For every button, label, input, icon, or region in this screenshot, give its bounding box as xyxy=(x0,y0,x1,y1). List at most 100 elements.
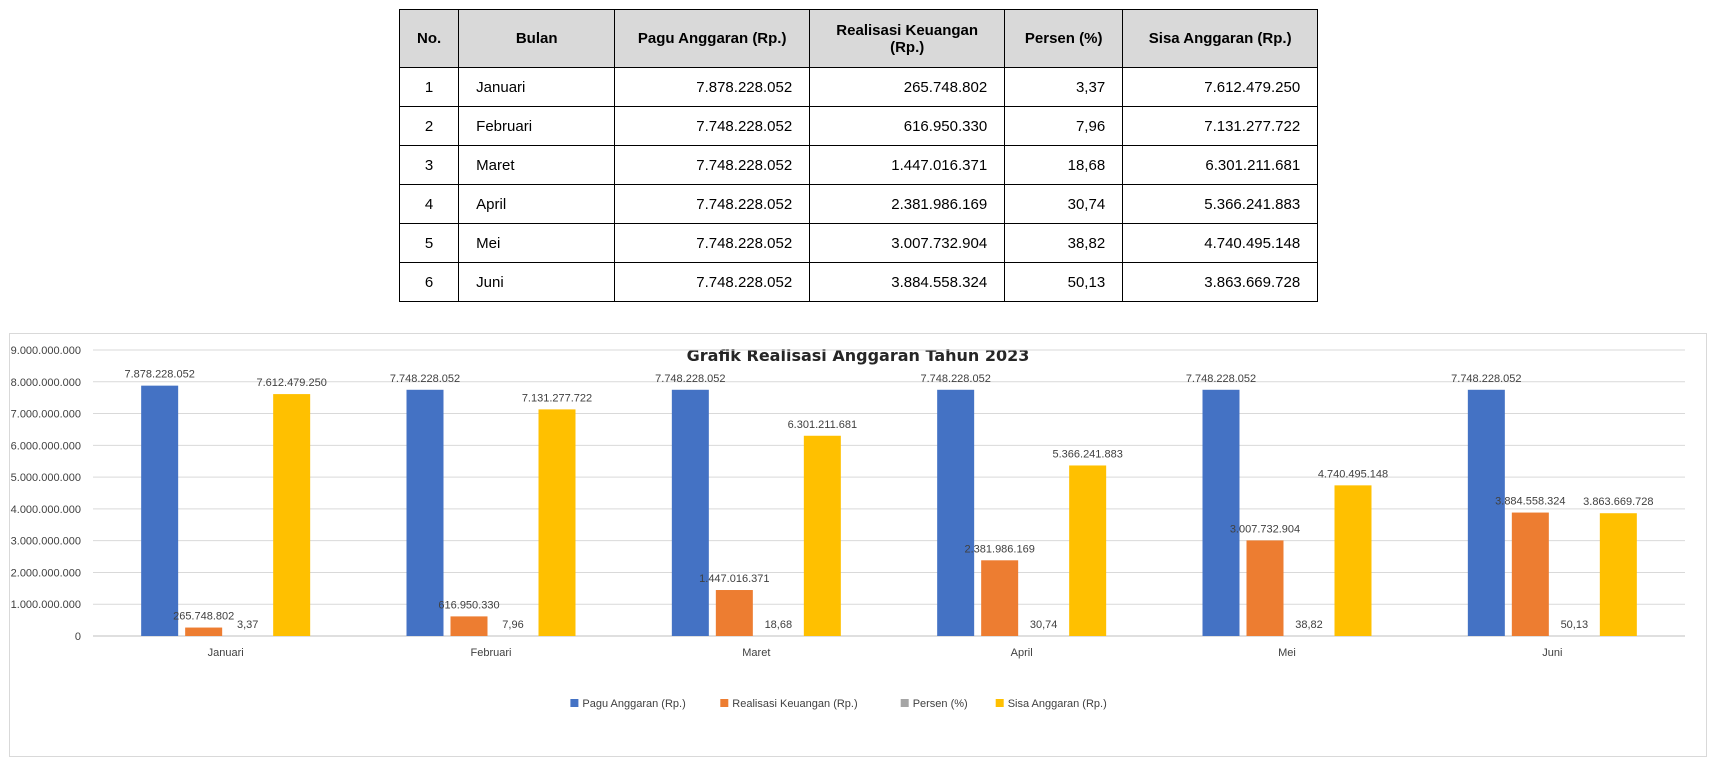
data-label: 2.381.986.169 xyxy=(964,543,1034,555)
bar xyxy=(273,394,311,636)
y-axis-ticks: 0 1.000.000.000 2.000.000.000 3.000.000.000… xyxy=(11,345,81,643)
cell-sisa: 3.863.669.728 xyxy=(1122,262,1319,302)
legend: Pagu Anggaran (Rp.) Realisasi Keuangan (R… xyxy=(570,698,1107,710)
cell-pagu: 7.748.228.052 xyxy=(614,145,811,185)
bar xyxy=(803,435,841,636)
cell-bulan: Mei xyxy=(458,223,616,263)
data-label: 7.748.228.052 xyxy=(920,373,990,385)
cell-bulan: Januari xyxy=(458,67,616,107)
data-label: 616.950.330 xyxy=(438,599,499,611)
y-tick-label: 6.000.000.000 xyxy=(11,440,81,452)
cell-sisa: 5.366.241.883 xyxy=(1122,184,1319,224)
cell-bulan: Maret xyxy=(458,145,616,185)
cell-persen: 38,82 xyxy=(1004,223,1124,263)
cell-bulan: Februari xyxy=(458,106,616,146)
data-label: 50,13 xyxy=(1561,619,1589,631)
cell-bulan: April xyxy=(458,184,616,224)
data-label: 7.748.228.052 xyxy=(655,373,725,385)
column-header-no: No. xyxy=(398,9,460,68)
column-header-realisasi: Realisasi Keuangan (Rp.) xyxy=(809,9,1006,68)
cell-sisa: 7.612.479.250 xyxy=(1122,67,1319,107)
cell-no: 3 xyxy=(398,145,460,185)
data-label: 3,37 xyxy=(237,619,258,631)
bar xyxy=(1246,540,1284,636)
x-tick-label: Februari xyxy=(471,647,512,659)
chart-frame xyxy=(9,333,1707,757)
cell-persen: 7,96 xyxy=(1004,106,1124,146)
data-label: 7,96 xyxy=(502,619,523,631)
data-label: 38,82 xyxy=(1295,619,1323,631)
bar xyxy=(1069,465,1107,636)
bar xyxy=(406,389,444,636)
data-label: 7.748.228.052 xyxy=(1186,373,1256,385)
y-tick-label: 9.000.000.000 xyxy=(11,345,81,357)
x-tick-label: Mei xyxy=(1278,647,1296,659)
data-label: 265.748.802 xyxy=(173,611,234,623)
x-tick-label: Juni xyxy=(1542,647,1562,659)
table-row: 2 Februari 7.748.228.052 616.950.330 7,9… xyxy=(398,106,1319,146)
cell-pagu: 7.748.228.052 xyxy=(614,223,811,263)
legend-label: Persen (%) xyxy=(913,698,968,710)
cell-no: 5 xyxy=(398,223,460,263)
data-label: 3.884.558.324 xyxy=(1495,496,1565,508)
y-tick-label: 4.000.000.000 xyxy=(11,504,81,516)
cell-persen: 50,13 xyxy=(1004,262,1124,302)
y-tick-label: 7.000.000.000 xyxy=(11,409,81,421)
cell-sisa: 4.740.495.148 xyxy=(1122,223,1319,263)
gridlines xyxy=(93,349,1685,637)
data-label: 6.301.211.681 xyxy=(788,419,858,431)
cell-realisasi: 3.884.558.324 xyxy=(809,262,1006,302)
table-row: 5 Mei 7.748.228.052 3.007.732.904 38,82 … xyxy=(398,223,1319,263)
x-tick-label: Januari xyxy=(208,647,244,659)
cell-realisasi: 3.007.732.904 xyxy=(809,223,1006,263)
cell-bulan: Juni xyxy=(458,262,616,302)
data-label: 7.131.277.722 xyxy=(522,392,592,404)
column-header-sisa: Sisa Anggaran (Rp.) xyxy=(1122,9,1319,68)
y-tick-label: 5.000.000.000 xyxy=(11,472,81,484)
data-label: 3.007.732.904 xyxy=(1230,523,1300,535)
cell-sisa: 6.301.211.681 xyxy=(1122,145,1319,185)
legend-swatch xyxy=(720,699,729,707)
bars xyxy=(141,385,1637,636)
data-label: 7.748.228.052 xyxy=(390,373,460,385)
legend-label: Realisasi Keuangan (Rp.) xyxy=(732,698,857,710)
data-label: 5.366.241.883 xyxy=(1052,448,1122,460)
cell-realisasi: 265.748.802 xyxy=(809,67,1006,107)
y-tick-label: 1.000.000.000 xyxy=(11,599,81,611)
column-header-pagu: Pagu Anggaran (Rp.) xyxy=(614,9,811,68)
table-row: 6 Juni 7.748.228.052 3.884.558.324 50,13… xyxy=(398,262,1319,302)
x-tick-label: April xyxy=(1011,647,1033,659)
bar xyxy=(538,409,576,636)
legend-swatch xyxy=(900,699,909,707)
cell-realisasi: 616.950.330 xyxy=(809,106,1006,146)
legend-label: Sisa Anggaran (Rp.) xyxy=(1008,698,1107,710)
legend-swatch xyxy=(570,699,579,707)
data-label: 1.447.016.371 xyxy=(699,573,769,585)
data-label: 7.748.228.052 xyxy=(1451,373,1521,385)
cell-persen: 18,68 xyxy=(1004,145,1124,185)
bar xyxy=(671,389,709,636)
column-header-persen: Persen (%) xyxy=(1004,9,1124,68)
x-tick-label: Maret xyxy=(742,647,770,659)
bar xyxy=(1511,512,1549,636)
cell-no: 6 xyxy=(398,262,460,302)
cell-realisasi: 1.447.016.371 xyxy=(809,145,1006,185)
data-label: 7.612.479.250 xyxy=(256,377,326,389)
legend-label: Pagu Anggaran (Rp.) xyxy=(582,698,685,710)
bar xyxy=(450,616,488,636)
data-label: 3.863.669.728 xyxy=(1583,496,1653,508)
bar xyxy=(1467,389,1505,636)
cell-sisa: 7.131.277.722 xyxy=(1122,106,1319,146)
table-row: 1 Januari 7.878.228.052 265.748.802 3,37… xyxy=(398,67,1319,107)
y-tick-label: 0 xyxy=(75,631,81,643)
data-label: 4.740.495.148 xyxy=(1318,468,1388,480)
data-label: 18,68 xyxy=(765,619,793,631)
cell-pagu: 7.748.228.052 xyxy=(614,106,811,146)
cell-realisasi: 2.381.986.169 xyxy=(809,184,1006,224)
x-axis-ticks: Januari Februari Maret April Mei Juni xyxy=(208,647,1563,659)
table-row: 4 April 7.748.228.052 2.381.986.169 30,7… xyxy=(398,184,1319,224)
bar-chart: Grafik Realisasi Anggaran Tahun 2023 0 1.… xyxy=(11,345,1685,710)
cell-pagu: 7.748.228.052 xyxy=(614,262,811,302)
budget-table: No. Bulan Pagu Anggaran (Rp.) Realisasi … xyxy=(398,9,1319,302)
